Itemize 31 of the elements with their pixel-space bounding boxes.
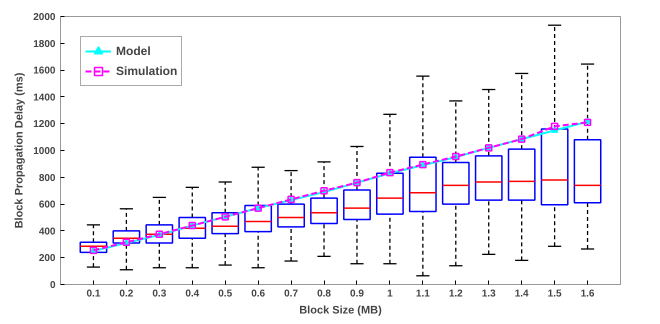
- y-tick-label: 200: [38, 253, 56, 264]
- y-tick-label: 400: [38, 226, 56, 238]
- y-tick-label: 0: [50, 280, 56, 291]
- y-tick-label: 600: [38, 200, 56, 211]
- x-tick-label: 1.2: [448, 288, 464, 300]
- y-tick-label: 1200: [33, 119, 56, 130]
- y-tick-label: 800: [38, 172, 56, 184]
- x-tick-label: 1.1: [416, 288, 430, 300]
- x-tick-label: 0.3: [152, 288, 167, 300]
- x-tick-label: 0.5: [218, 288, 233, 300]
- x-tick-label: 1.4: [514, 288, 530, 300]
- x-tick-label: 1: [387, 288, 394, 300]
- x-tick-label: 1.3: [482, 288, 496, 300]
- y-tick-label: 1800: [33, 38, 56, 50]
- y-tick-label: 1600: [33, 66, 56, 77]
- x-tick-label: 1.6: [580, 288, 595, 300]
- x-tick-label: 0.2: [119, 288, 134, 300]
- y-tick-label: 1000: [33, 146, 56, 157]
- x-tick-label: 0.9: [350, 288, 364, 300]
- x-tick-label: 0.1: [86, 288, 101, 300]
- x-tick-label: 1.5: [548, 288, 562, 300]
- x-tick-label: 0.6: [251, 288, 266, 300]
- x-tick-label: 0.8: [317, 288, 332, 300]
- x-tick-label: 0.4: [185, 288, 200, 300]
- legend-label: Model: [116, 44, 151, 58]
- y-axis-title: Block Propagation Delay (ms): [13, 72, 26, 228]
- y-tick-label: 1400: [33, 92, 56, 104]
- x-axis-title: Block Size (MB): [299, 304, 382, 316]
- x-tick-label: 0.7: [284, 288, 298, 300]
- legend-label: Simulation: [116, 64, 178, 78]
- y-tick-label: 2000: [33, 12, 56, 23]
